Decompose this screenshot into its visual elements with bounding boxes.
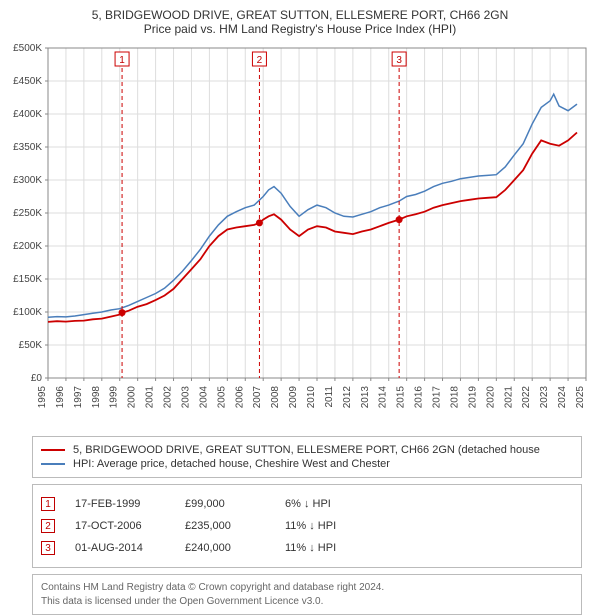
- x-tick-label: 1997: [73, 386, 84, 409]
- x-tick-label: 2014: [378, 386, 389, 409]
- sale-event-date: 17-OCT-2006: [75, 520, 165, 532]
- x-tick-label: 2007: [252, 386, 263, 409]
- page-subtitle: Price paid vs. HM Land Registry's House …: [0, 22, 600, 40]
- x-tick-label: 2016: [414, 386, 425, 409]
- x-tick-label: 2010: [306, 386, 317, 409]
- y-tick-label: £200K: [13, 241, 42, 252]
- x-tick-label: 2021: [503, 386, 514, 409]
- x-tick-label: 2008: [270, 386, 281, 409]
- x-tick-label: 2022: [521, 386, 532, 409]
- legend-label: 5, BRIDGEWOOD DRIVE, GREAT SUTTON, ELLES…: [73, 444, 540, 456]
- sale-event-marker: 1: [41, 497, 55, 511]
- y-tick-label: £0: [31, 373, 43, 384]
- x-tick-label: 2004: [198, 386, 209, 409]
- x-tick-label: 2009: [288, 386, 299, 409]
- attribution-line: Contains HM Land Registry data © Crown c…: [41, 581, 573, 595]
- sale-marker-number: 3: [396, 55, 402, 66]
- sale-marker-number: 1: [119, 55, 125, 66]
- y-tick-label: £350K: [13, 142, 42, 153]
- x-tick-label: 2013: [360, 386, 371, 409]
- sale-marker-dot: [256, 219, 263, 226]
- sale-event-row: 2 17-OCT-2006 £235,000 11% ↓ HPI: [41, 515, 573, 537]
- page-title: 5, BRIDGEWOOD DRIVE, GREAT SUTTON, ELLES…: [0, 0, 600, 22]
- y-tick-label: £100K: [13, 307, 42, 318]
- x-tick-label: 2015: [396, 386, 407, 409]
- x-tick-label: 2005: [216, 386, 227, 409]
- sale-event-date: 17-FEB-1999: [75, 498, 165, 510]
- legend-swatch: [41, 449, 65, 451]
- x-tick-label: 2003: [180, 386, 191, 409]
- y-tick-label: £300K: [13, 175, 42, 186]
- attribution-line: This data is licensed under the Open Gov…: [41, 595, 573, 609]
- x-tick-label: 1995: [37, 386, 48, 409]
- sale-event-date: 01-AUG-2014: [75, 542, 165, 554]
- x-tick-label: 2023: [539, 386, 550, 409]
- y-tick-label: £50K: [19, 340, 43, 351]
- x-tick-label: 2012: [342, 386, 353, 409]
- legend-item: HPI: Average price, detached house, Ches…: [41, 457, 573, 471]
- sale-event-price: £235,000: [185, 520, 265, 532]
- sale-event-hpi: 11% ↓ HPI: [285, 542, 336, 554]
- x-tick-label: 2002: [163, 386, 174, 409]
- sale-event-hpi: 6% ↓ HPI: [285, 498, 331, 510]
- sale-marker-dot: [396, 216, 403, 223]
- x-tick-label: 2025: [575, 386, 586, 409]
- x-tick-label: 1996: [55, 386, 66, 409]
- sale-marker-number: 2: [257, 55, 263, 66]
- sale-event-marker: 2: [41, 519, 55, 533]
- sale-event-row: 1 17-FEB-1999 £99,000 6% ↓ HPI: [41, 493, 573, 515]
- legend: 5, BRIDGEWOOD DRIVE, GREAT SUTTON, ELLES…: [32, 436, 582, 478]
- x-tick-label: 2019: [467, 386, 478, 409]
- x-tick-label: 2018: [449, 386, 460, 409]
- x-tick-label: 2020: [485, 386, 496, 409]
- legend-swatch: [41, 463, 65, 465]
- x-tick-label: 2011: [324, 386, 335, 408]
- x-tick-label: 1999: [109, 386, 120, 409]
- y-tick-label: £450K: [13, 76, 42, 87]
- sale-event-price: £99,000: [185, 498, 265, 510]
- sale-event-hpi: 11% ↓ HPI: [285, 520, 336, 532]
- y-tick-label: £250K: [13, 208, 42, 219]
- x-tick-label: 2006: [234, 386, 245, 409]
- sale-event-row: 3 01-AUG-2014 £240,000 11% ↓ HPI: [41, 537, 573, 559]
- y-tick-label: £500K: [13, 43, 42, 54]
- y-tick-label: £400K: [13, 109, 42, 120]
- sale-marker-dot: [119, 309, 126, 316]
- legend-label: HPI: Average price, detached house, Ches…: [73, 458, 390, 470]
- legend-item: 5, BRIDGEWOOD DRIVE, GREAT SUTTON, ELLES…: [41, 443, 573, 457]
- sale-event-price: £240,000: [185, 542, 265, 554]
- x-tick-label: 2000: [127, 386, 138, 409]
- attribution: Contains HM Land Registry data © Crown c…: [32, 574, 582, 615]
- y-tick-label: £150K: [13, 274, 42, 285]
- sale-events: 1 17-FEB-1999 £99,000 6% ↓ HPI 2 17-OCT-2006 £…: [32, 484, 582, 568]
- price-chart: £0 £50K £100K £150K £200K £250K £300K £350K £400…: [0, 40, 600, 430]
- sale-event-marker: 3: [41, 541, 55, 555]
- x-tick-label: 2001: [145, 386, 156, 409]
- x-tick-label: 2024: [557, 386, 568, 409]
- x-tick-label: 2017: [432, 386, 443, 409]
- x-tick-label: 1998: [91, 386, 102, 409]
